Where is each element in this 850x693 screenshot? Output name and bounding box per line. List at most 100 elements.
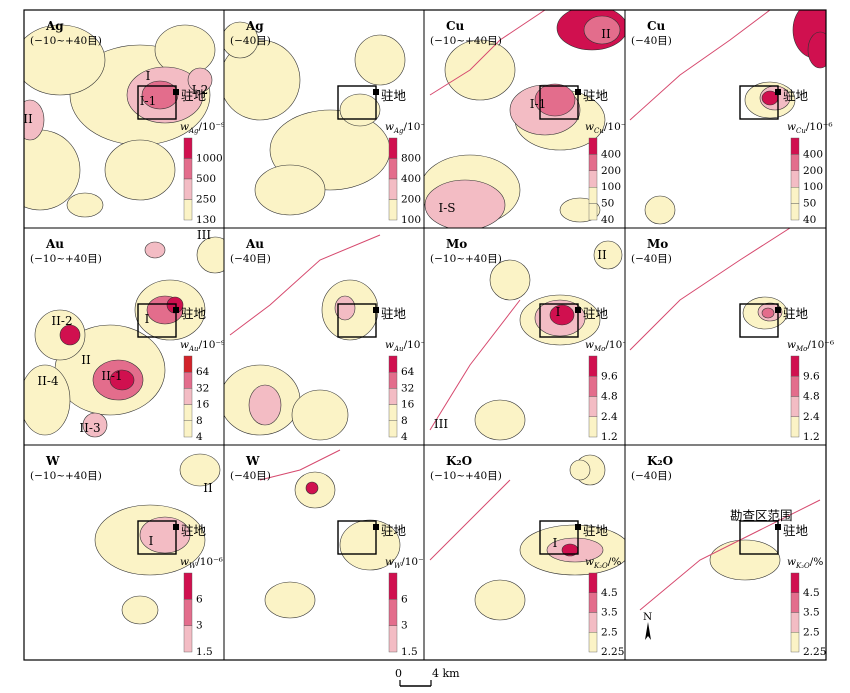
legend-swatch bbox=[183, 388, 193, 405]
unit-label: wAg/10⁻⁹ bbox=[180, 121, 225, 135]
legend-swatch bbox=[388, 178, 398, 200]
legend-swatch bbox=[588, 154, 598, 171]
legend-swatch bbox=[588, 612, 598, 633]
anomaly-contour bbox=[583, 15, 621, 45]
element-title: W bbox=[45, 454, 60, 468]
legend-swatch bbox=[790, 612, 800, 633]
mesh-size-label: (−10~+40目) bbox=[30, 35, 102, 47]
anomaly-contour bbox=[489, 259, 531, 301]
survey-area-rect bbox=[739, 303, 779, 338]
unit-tail: /% bbox=[810, 556, 824, 568]
unit-label: wAu/10⁻⁹ bbox=[180, 339, 225, 353]
panel-content bbox=[429, 454, 625, 621]
legend-swatch bbox=[388, 420, 398, 438]
legend-tick-label: 2.25 bbox=[601, 646, 624, 658]
legend-swatch bbox=[790, 592, 800, 613]
legend-tick-label: 1.5 bbox=[401, 646, 418, 658]
legend-tick-label: 1.5 bbox=[196, 646, 213, 658]
anomaly-zone-label: I-S bbox=[438, 201, 455, 215]
legend-tick-label: 4 bbox=[401, 431, 408, 443]
map-frame bbox=[23, 9, 827, 661]
map-panel: 驻地Au(−10~+40目)IIIIII-2IIII-1II-4II-3wAu/… bbox=[24, 228, 225, 445]
legend-swatch bbox=[790, 203, 800, 221]
legend-tick-label: 64 bbox=[401, 366, 415, 378]
legend-tick-label: 200 bbox=[401, 194, 421, 206]
anomaly-contour bbox=[339, 519, 401, 571]
camp-marker bbox=[575, 524, 581, 530]
legend: 9.6 4.8 2.4 1.2 bbox=[588, 355, 618, 443]
legend-tick-label: 32 bbox=[401, 382, 414, 394]
legend-tick-label: 100 bbox=[601, 181, 621, 193]
boundary-line bbox=[429, 479, 511, 561]
camp-marker bbox=[775, 524, 781, 530]
legend-swatch bbox=[588, 186, 598, 204]
anomaly-contour bbox=[761, 307, 775, 319]
unit-symbol: w bbox=[787, 121, 796, 133]
anomaly-zone-label: II-2 bbox=[51, 314, 72, 328]
unit-subscript: K₂O bbox=[593, 562, 608, 570]
legend-tick-label: 4.8 bbox=[803, 391, 820, 403]
anomaly-contour bbox=[224, 21, 259, 59]
legend-swatch bbox=[588, 137, 598, 155]
legend: 631.5 bbox=[388, 572, 418, 658]
panel-content bbox=[24, 236, 224, 438]
anomaly-contour bbox=[24, 129, 81, 211]
boundary-line bbox=[629, 10, 771, 121]
camp-marker bbox=[373, 307, 379, 313]
mesh-size-label: (−10~+40目) bbox=[430, 470, 502, 482]
anomaly-contour bbox=[354, 34, 406, 86]
element-title: Mo bbox=[647, 237, 668, 251]
unit-label: wMo/10⁻⁶ bbox=[787, 339, 834, 353]
mesh-size-label: (−10~+40目) bbox=[30, 470, 102, 482]
legend-swatch bbox=[588, 396, 598, 417]
unit-symbol: w bbox=[585, 339, 594, 351]
legend-tick-label: 2.5 bbox=[803, 626, 820, 638]
unit-subscript: Au bbox=[188, 345, 199, 353]
mesh-size-label: (−40目) bbox=[230, 253, 271, 265]
legend-swatch bbox=[388, 388, 398, 405]
anomaly-contour bbox=[534, 83, 576, 117]
anomaly-contour bbox=[24, 24, 106, 96]
anomaly-zone-label: II-1 bbox=[101, 369, 122, 383]
unit-symbol: w bbox=[180, 556, 189, 568]
legend-tick-label: 3.5 bbox=[803, 607, 820, 619]
legend-swatch bbox=[588, 376, 598, 397]
boundary-line bbox=[429, 10, 546, 96]
boundary-line bbox=[639, 499, 821, 611]
legend-swatch bbox=[790, 355, 800, 377]
legend-swatch bbox=[388, 404, 398, 422]
legend-tick-label: 40 bbox=[803, 214, 816, 226]
anomaly-contour bbox=[121, 595, 159, 625]
legend-tick-label: 2.4 bbox=[803, 411, 820, 423]
legend-tick-label: 64 bbox=[196, 366, 210, 378]
legend-swatch bbox=[588, 355, 598, 377]
legend-swatch bbox=[790, 170, 800, 188]
legend-swatch bbox=[790, 376, 800, 397]
boundary-line bbox=[259, 449, 341, 481]
legend: 64 32 16 8 4 bbox=[183, 355, 210, 443]
element-title: Au bbox=[245, 237, 264, 251]
anomaly-contour bbox=[305, 481, 319, 495]
legend-tick-label: 800 bbox=[401, 153, 421, 165]
legend: 800 400 200 100 bbox=[388, 137, 421, 226]
legend-swatch bbox=[183, 572, 193, 600]
unit-label: wW/10⁻⁶ bbox=[180, 556, 223, 570]
legend-tick-label: 3 bbox=[196, 620, 203, 632]
survey-area-rect bbox=[137, 520, 177, 555]
unit-label: wAg/10⁻⁹ bbox=[385, 121, 430, 135]
unit-symbol: w bbox=[180, 121, 189, 133]
unit-tail: /10⁻⁶ bbox=[604, 121, 631, 133]
anomaly-contour bbox=[709, 539, 781, 581]
unit-symbol: w bbox=[585, 121, 594, 133]
anomaly-contour bbox=[569, 459, 591, 481]
unit-tail: /10⁻⁶ bbox=[196, 556, 223, 568]
anomaly-contour bbox=[291, 389, 349, 441]
camp-label: 驻地 bbox=[381, 306, 407, 321]
anomaly-contour bbox=[444, 39, 516, 101]
camp-label: 驻地 bbox=[583, 88, 609, 103]
legend-tick-label: 4.5 bbox=[601, 587, 618, 599]
legend-tick-label: 100 bbox=[803, 181, 823, 193]
